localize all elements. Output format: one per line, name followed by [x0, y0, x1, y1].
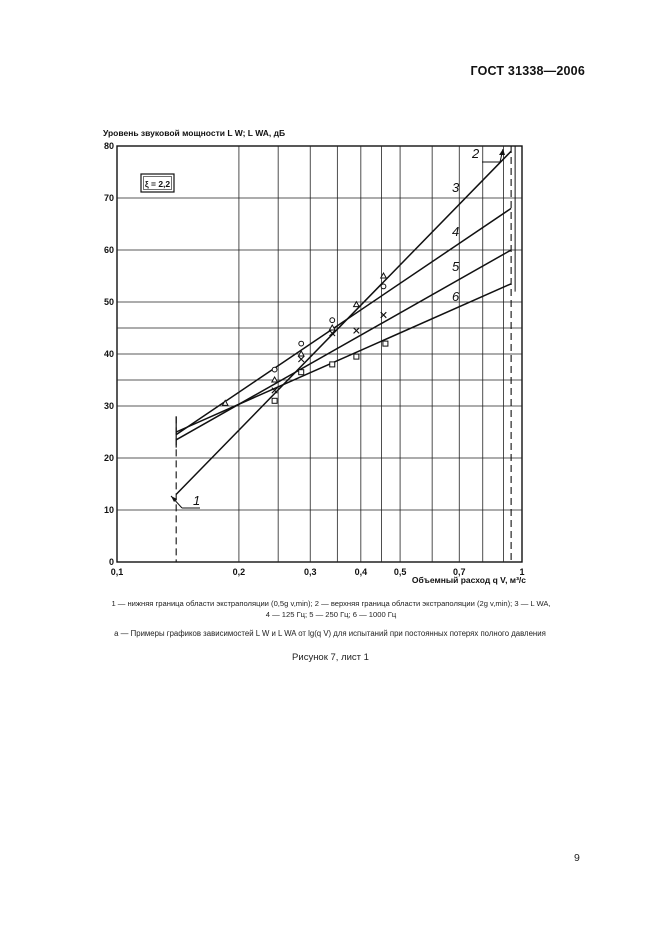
marker-square: [329, 361, 336, 368]
figure-caption: 1 — нижняя граница области экстраполяции…: [96, 598, 566, 620]
marker-cross-stroke: [271, 387, 278, 394]
marker-triangle: [352, 300, 361, 308]
marker-triangle: [328, 323, 336, 331]
annotation-box: ξ = 2,2: [140, 173, 175, 193]
marker-triangle: [270, 375, 279, 383]
curve-label-5: 5: [452, 259, 460, 274]
page-number: 9: [574, 852, 580, 864]
marker-circle: [271, 366, 278, 373]
x-axis-title: Объемный расход q V, м³/с: [412, 575, 526, 585]
caption-line-2: 4 — 125 Гц; 5 — 250 Гц; 6 — 1000 Гц: [265, 610, 397, 619]
y-tick-label: 20: [104, 453, 114, 463]
marker-triangle: [379, 271, 388, 279]
x-tick-label: 0,7: [453, 567, 466, 577]
x-tick-label: 0,5: [394, 567, 407, 577]
marker-circle: [380, 283, 387, 290]
marker-cross: [353, 327, 360, 334]
series-line-5: [175, 249, 512, 441]
y-tick-label: 80: [104, 141, 114, 151]
marker-circle: [298, 340, 305, 347]
x-tick-label: 0,3: [304, 567, 317, 577]
marker-square: [271, 397, 278, 404]
series-line-3: [175, 150, 512, 495]
y-tick-label: 30: [104, 401, 114, 411]
curve-2-leader: [482, 148, 505, 163]
y-tick-label: 50: [104, 297, 114, 307]
y-tick-label: 40: [104, 349, 114, 359]
y-tick-label: 0: [109, 557, 114, 567]
curve-label-3: 3: [452, 180, 460, 195]
marker-cross: [298, 356, 305, 363]
x-tick-label: 0,1: [111, 567, 124, 577]
marker-square: [382, 340, 389, 347]
x-tick-label: 0,2: [233, 567, 246, 577]
caption-line-1: 1 — нижняя граница области экстраполяции…: [111, 599, 551, 608]
marker-triangle: [221, 399, 229, 406]
marker-cross: [271, 387, 278, 394]
x-tick-label: 1: [519, 567, 524, 577]
y-axis-title: Уровень звуковой мощности L W; L WA, дБ: [103, 128, 285, 138]
marker-cross: [380, 311, 387, 319]
curve-label-4: 4: [452, 224, 459, 239]
marker-cross-stroke: [329, 330, 336, 337]
marker-cross: [329, 330, 336, 337]
marker-circle: [329, 317, 336, 324]
chart-grid: [116, 145, 523, 563]
document-header: ГОСТ 31338—2006: [470, 64, 585, 78]
annotation-box-text: ξ = 2,2: [145, 179, 171, 189]
figure-title: Рисунок 7, лист 1: [292, 652, 369, 663]
series-line-4: [175, 207, 512, 436]
y-tick-label: 70: [104, 193, 114, 203]
marker-cross-stroke: [353, 327, 360, 334]
marker-square: [298, 369, 305, 376]
chart-series: [175, 150, 512, 495]
curve-label-2: 2: [471, 146, 480, 161]
curve-label-1: 1: [193, 493, 200, 508]
curve-1-leader: [170, 495, 200, 509]
curve-label-6: 6: [452, 289, 460, 304]
marker-square: [353, 353, 360, 360]
figure-subcaption: а — Примеры графиков зависимостей L W и …: [114, 629, 546, 638]
marker-triangle: [297, 349, 305, 357]
chart-markers: [221, 271, 389, 406]
y-tick-label: 60: [104, 245, 114, 255]
y-tick-label: 10: [104, 505, 114, 515]
marker-cross-stroke: [298, 356, 305, 363]
marker-cross-stroke: [380, 311, 387, 319]
series-line-6: [175, 283, 512, 433]
x-tick-label: 0,4: [355, 567, 368, 577]
